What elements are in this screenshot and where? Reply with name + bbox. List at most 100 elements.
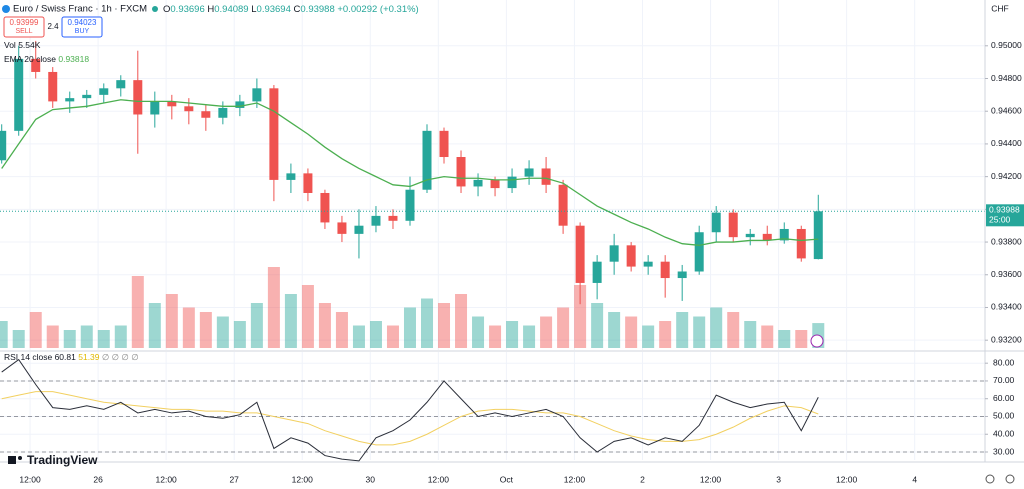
x-tick-label: 12:00 bbox=[292, 474, 314, 484]
buy-label: BUY bbox=[75, 28, 90, 35]
y-tick-label: 0.94200 bbox=[991, 171, 1022, 181]
candle-body bbox=[99, 88, 109, 95]
y-tick-label: 0.94600 bbox=[991, 105, 1022, 115]
volume-bar bbox=[318, 303, 331, 348]
candle-body bbox=[456, 157, 466, 187]
settings-icon[interactable] bbox=[1005, 474, 1015, 484]
sell-price: 0.93999 bbox=[10, 18, 39, 27]
candle-body bbox=[541, 168, 551, 185]
volume-bar bbox=[659, 321, 672, 348]
volume-bar bbox=[523, 325, 536, 348]
y-tick-label: 70.00 bbox=[993, 375, 1015, 385]
candle-body bbox=[779, 228, 789, 241]
candle-body bbox=[286, 173, 296, 180]
volume-bar bbox=[29, 312, 42, 348]
value: 0.93818 bbox=[58, 54, 89, 64]
volume-bar bbox=[693, 316, 706, 348]
volume-bar bbox=[386, 325, 399, 348]
candle-body bbox=[116, 80, 126, 89]
value: 5.54K bbox=[18, 40, 41, 50]
y-tick-label: 0.94400 bbox=[991, 138, 1022, 148]
volume-bar bbox=[250, 303, 263, 348]
volume-bar bbox=[233, 321, 246, 348]
candle-body bbox=[14, 58, 24, 131]
candle-body bbox=[133, 80, 143, 115]
volume-bar bbox=[199, 312, 212, 348]
y-tick-label: 40.00 bbox=[993, 428, 1015, 438]
candle-body bbox=[303, 173, 313, 193]
y-tick-label: 0.94800 bbox=[991, 73, 1022, 83]
volume-bar bbox=[284, 294, 297, 348]
candle-body bbox=[354, 225, 364, 234]
x-tick-label: 12:00 bbox=[428, 474, 450, 484]
candle-body bbox=[82, 94, 92, 99]
x-tick-label: 12:00 bbox=[700, 474, 722, 484]
settings-icon[interactable] bbox=[985, 474, 995, 484]
label: RSI 14 close bbox=[4, 352, 52, 362]
x-tick-label: 4 bbox=[912, 474, 917, 484]
candle-body bbox=[405, 189, 415, 221]
volume-bar bbox=[352, 325, 365, 348]
volume-bar bbox=[608, 312, 621, 348]
x-tick-label: 3 bbox=[776, 474, 781, 484]
extra: ∅ ∅ ∅ ∅ bbox=[102, 352, 139, 362]
volume-bar bbox=[710, 307, 723, 348]
volume-bar bbox=[63, 330, 76, 348]
candle-body bbox=[575, 225, 585, 283]
value: 60.81 bbox=[55, 352, 77, 362]
candle-body bbox=[439, 130, 449, 158]
candle-body bbox=[796, 228, 806, 259]
volume-bar bbox=[421, 298, 434, 348]
label: C bbox=[294, 4, 301, 15]
volume-bar bbox=[489, 325, 502, 348]
symbol: Euro / Swiss Franc · 1h · FXCM bbox=[13, 4, 147, 15]
volume-bar bbox=[557, 307, 570, 348]
candle-body bbox=[388, 215, 398, 221]
y-tick-label: 0.93600 bbox=[991, 269, 1022, 279]
label: O bbox=[163, 4, 170, 15]
candle-body bbox=[337, 222, 347, 234]
volume-bar bbox=[403, 307, 416, 348]
change: +0.00292 (+0.31%) bbox=[337, 4, 418, 15]
volume-bar bbox=[455, 294, 468, 348]
volume-bar bbox=[182, 307, 195, 348]
logo-mark bbox=[18, 456, 22, 460]
y-tick-label: 0.93800 bbox=[991, 236, 1022, 246]
volume-bar bbox=[267, 267, 280, 348]
candle-body bbox=[728, 212, 738, 238]
candle-body bbox=[201, 111, 211, 118]
volume-bar bbox=[574, 285, 587, 348]
volume-bar bbox=[472, 316, 485, 348]
buy-price: 0.94023 bbox=[68, 18, 97, 27]
volume-bar bbox=[12, 330, 25, 348]
x-tick-label: 2 bbox=[640, 474, 645, 484]
x-tick-label: 30 bbox=[366, 474, 376, 484]
candle-body bbox=[218, 107, 228, 118]
volume-legend: Vol 5.54K bbox=[4, 40, 41, 50]
volume-bar bbox=[131, 276, 144, 348]
sell-button[interactable] bbox=[3, 16, 45, 38]
status-dot bbox=[152, 6, 158, 12]
plot bbox=[0, 0, 985, 462]
candle-body bbox=[167, 101, 177, 107]
spread: 2.4 bbox=[47, 22, 59, 31]
candle-body bbox=[694, 232, 704, 272]
label: Vol bbox=[4, 40, 16, 50]
buy-button[interactable] bbox=[61, 16, 103, 38]
label: L bbox=[251, 4, 256, 15]
candle-body bbox=[711, 212, 721, 233]
candle-body bbox=[524, 168, 534, 177]
candle-body bbox=[507, 176, 517, 189]
candle-body bbox=[0, 130, 7, 161]
alert-icon[interactable] bbox=[810, 334, 824, 348]
rsi-legend: RSI 14 close 60.81 51.39 ∅ ∅ ∅ ∅ bbox=[4, 352, 139, 362]
ema-line bbox=[1, 99, 819, 246]
volume-bar bbox=[778, 330, 791, 348]
x-tick-label: Oct bbox=[500, 474, 514, 484]
volume-bar bbox=[0, 321, 8, 348]
candle-body bbox=[762, 233, 772, 241]
x-tick-label: 12:00 bbox=[156, 474, 178, 484]
y-tick-label: 30.00 bbox=[993, 446, 1015, 456]
